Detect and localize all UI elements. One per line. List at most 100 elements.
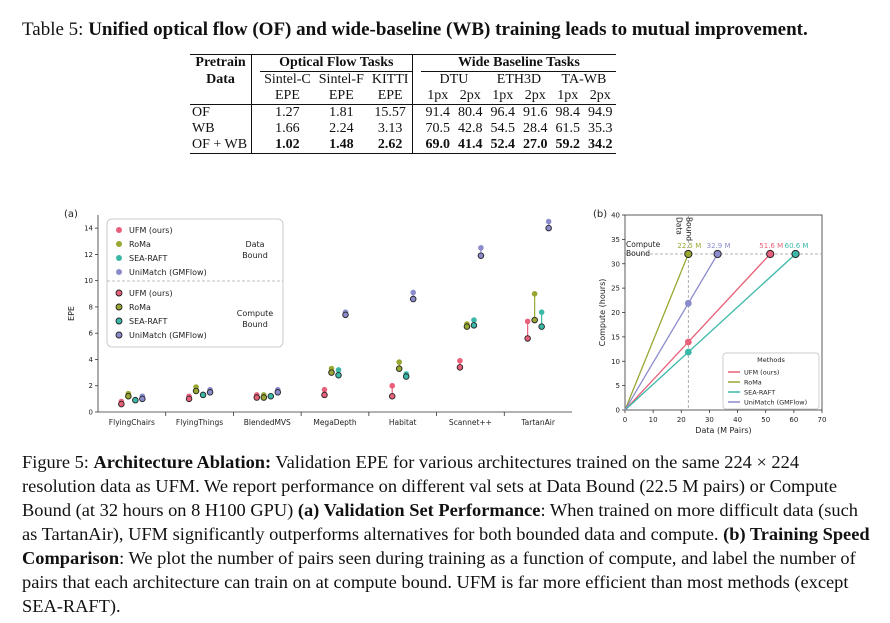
table-caption: Table 5: Unified optical flow (OF) and w…	[22, 18, 882, 42]
data-bound-point	[538, 309, 545, 315]
series-line	[624, 253, 771, 411]
panel-label: (a)	[64, 209, 78, 220]
legend-label: SEA-RAFT	[129, 254, 167, 263]
compute-bound-point	[274, 389, 282, 396]
y-tick-label: 5	[616, 382, 620, 390]
x-tick-label: 70	[818, 416, 827, 424]
cell: 70.5	[425, 121, 450, 136]
y-tick-label: 6	[89, 330, 94, 338]
compute-bound-point	[531, 316, 538, 324]
data-bound-point	[684, 338, 692, 346]
cell: 80.4	[453, 104, 487, 121]
y-tick-label: 10	[611, 358, 620, 366]
wb-dataset-name: ETH3D	[496, 72, 542, 87]
legend-marker	[115, 317, 123, 325]
compute-bound-point	[185, 395, 193, 403]
of-col-name: Sintel-F	[318, 72, 364, 87]
compute-bound-point	[538, 323, 545, 330]
wb-subcol: 1px	[492, 88, 514, 103]
table-row: WB 1.66 2.24 3.13 70.5 42.8 54.5 28.4 61…	[190, 121, 616, 137]
pairs-label: 51.6 M	[759, 242, 783, 250]
x-tick-label: 60	[789, 416, 798, 424]
cell: 98.4	[551, 104, 584, 121]
compute-bound-point	[791, 249, 800, 259]
cell: 27.0	[518, 137, 552, 154]
of-col-metric: EPE	[328, 88, 354, 103]
y-tick-label: 2	[89, 382, 93, 390]
pairs-label: 60.6 M	[785, 242, 809, 250]
pretrain-header: Pretrain	[190, 54, 252, 72]
compute-bound-point	[766, 249, 775, 259]
compute-bound-point	[342, 311, 349, 319]
x-tick-label: MegaDepth	[313, 418, 357, 427]
figure-caption-title: Architecture Ablation:	[93, 452, 272, 472]
wb-subcol: 2px	[459, 88, 481, 103]
compute-bound-point	[470, 322, 478, 329]
cell: 2.24	[329, 121, 354, 136]
y-tick-label: 14	[84, 225, 93, 233]
y-axis-label: EPE	[67, 306, 76, 321]
series-line	[624, 253, 689, 411]
compute-bound-point	[139, 395, 146, 403]
figure-caption-label: Figure 5:	[22, 452, 89, 472]
compute-bound-point	[402, 373, 410, 380]
wb-subcol: 1px	[427, 88, 449, 103]
legend-box	[722, 352, 820, 410]
legend-title: Methods	[757, 356, 785, 364]
legend-label: UniMatch (GMFlow)	[744, 399, 807, 407]
compute-bound-point	[545, 224, 552, 232]
wb-subcol: 1px	[557, 88, 579, 103]
legend-marker	[116, 255, 122, 261]
series-line	[624, 253, 796, 411]
compute-bound-point	[192, 387, 200, 395]
x-tick-label: BlendedMVS	[244, 418, 291, 427]
y-tick-label: 15	[611, 333, 620, 341]
data-bound-point	[396, 359, 403, 365]
data-bound-point	[457, 357, 463, 364]
figure-caption-part-a: (a) Validation Set Performance	[297, 500, 541, 520]
figure-caption-text: : When trained on more difficult data (s…	[22, 500, 858, 544]
table-row: OF 1.27 1.81 15.57 91.4 80.4 96.4 91.6 9…	[190, 104, 617, 121]
chart-b-training-speed: (b) 0 10 20 30 40 50 60 70 0 5 10 15 20 25 30 35 40 Data (…	[593, 209, 827, 435]
pairs-label: 32.9 M	[707, 242, 731, 250]
data-bound-point	[389, 382, 396, 389]
compute-bound-point	[199, 391, 207, 399]
compute-bound-point	[132, 396, 139, 404]
figure-caption-text: Validation EPE for various architectures…	[22, 452, 837, 520]
table-header-row-1: Pretrain Optical Flow Tasks Wide Baselin…	[190, 54, 617, 72]
row-name: OF + WB	[190, 137, 252, 154]
data-bound-point	[684, 299, 692, 307]
legend-marker	[115, 289, 123, 297]
x-tick-label: FlyingThings	[176, 418, 223, 427]
y-tick-label: 0	[616, 407, 620, 415]
compute-bound-point	[321, 391, 328, 399]
data-bound-point	[545, 218, 552, 225]
compute-bound-point	[456, 364, 464, 371]
legend-label: UniMatch (GMFlow)	[129, 331, 207, 340]
legend-label: UFM (ours)	[129, 226, 173, 235]
cell: 1.48	[314, 137, 368, 154]
compute-bound-point	[253, 394, 261, 401]
legend-label: RoMa	[744, 379, 762, 387]
of-col-name: Sintel-C	[264, 72, 311, 87]
compute-bound-point	[118, 400, 125, 408]
figure-caption-text: : We plot the number of pairs seen durin…	[22, 548, 856, 616]
x-axis-label: Data (M Pairs)	[695, 426, 751, 435]
row-name: WB	[192, 121, 215, 136]
table-header-row-2: Data Sintel-C Sintel-F KITTI DTU ETH3D T…	[190, 71, 616, 88]
legend-marker	[115, 331, 123, 339]
x-tick-label: 20	[677, 416, 686, 424]
y-tick-label: 25	[611, 285, 620, 293]
cell: 1.81	[314, 104, 368, 121]
figure-caption: Figure 5: Architecture Ablation: Validat…	[22, 450, 872, 618]
compute-bound-point	[328, 369, 335, 376]
legend-label: RoMa	[129, 240, 151, 249]
table-caption-text: Unified optical flow (OF) and wide-basel…	[88, 19, 808, 40]
legend-group-title: Data	[245, 240, 264, 249]
data-bound-point	[531, 291, 538, 297]
y-tick-label: 4	[89, 356, 94, 364]
data-bound-point	[478, 245, 484, 251]
x-tick-label: 40	[733, 416, 742, 424]
y-tick-label: 40	[611, 212, 620, 220]
